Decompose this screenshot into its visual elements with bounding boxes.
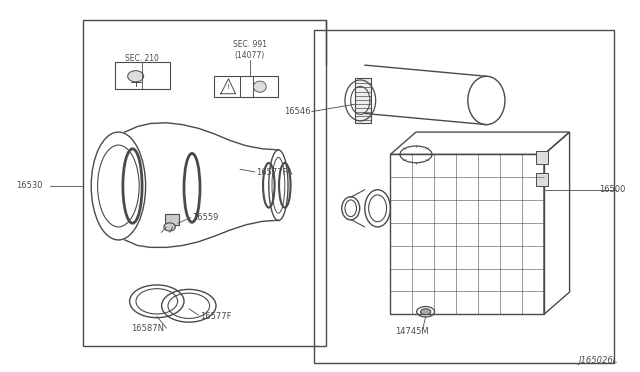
Text: SEC. 210: SEC. 210: [125, 54, 159, 63]
Text: 16530: 16530: [16, 182, 42, 190]
Text: 16546: 16546: [284, 107, 310, 116]
Text: 16587N: 16587N: [131, 324, 164, 333]
Ellipse shape: [128, 71, 144, 82]
Bar: [83, 20, 326, 346]
Bar: [536, 151, 548, 164]
Ellipse shape: [164, 223, 175, 231]
Ellipse shape: [420, 309, 431, 315]
Text: SEC. 991
(14077): SEC. 991 (14077): [232, 40, 267, 60]
Bar: [115, 62, 170, 89]
Bar: [390, 154, 544, 314]
Text: !: !: [227, 84, 230, 90]
Bar: [536, 173, 548, 186]
Text: 16559: 16559: [192, 213, 218, 222]
Bar: [355, 78, 371, 123]
Text: 16500: 16500: [600, 185, 626, 194]
Text: 14745M: 14745M: [396, 327, 429, 336]
Bar: [165, 214, 179, 225]
Text: 16577F: 16577F: [200, 312, 231, 321]
Text: 16577FA: 16577FA: [256, 169, 292, 177]
Ellipse shape: [253, 81, 266, 92]
Text: J165026L: J165026L: [578, 356, 618, 365]
Bar: [314, 30, 614, 363]
Bar: [214, 76, 278, 97]
